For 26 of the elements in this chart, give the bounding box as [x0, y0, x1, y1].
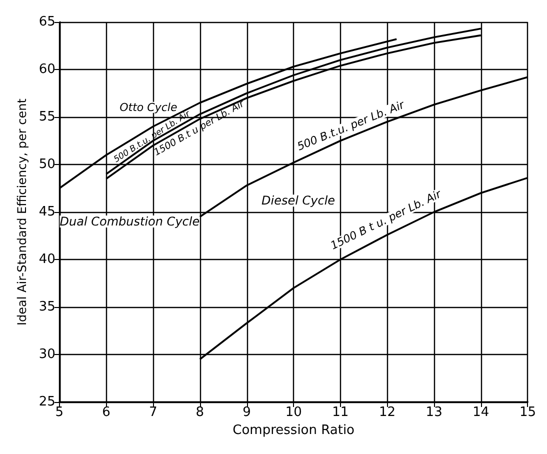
annotation: Dual Combustion Cycle: [60, 214, 200, 228]
text: 500 B.t.u. per Lb. Air: [295, 98, 408, 154]
x-tick-label: 12: [378, 405, 396, 420]
x-tick-label: 10: [285, 405, 302, 420]
x-tick-label: 14: [472, 405, 490, 420]
y-tick-label: 45: [38, 204, 56, 220]
x-tick-label: 11: [332, 405, 349, 420]
y-tick-label: 65: [38, 14, 56, 30]
y-tick-label: 60: [38, 62, 56, 77]
annotation: Diesel Cycle: [261, 194, 336, 208]
y-tick-label: 35: [38, 300, 56, 314]
x-tick-label: 15: [519, 405, 536, 420]
y-tick-label: 25: [38, 394, 56, 410]
x-tick-label: 9: [242, 405, 251, 420]
x-axis-title: Compression Ratio: [232, 423, 355, 438]
y-axis-title: Ideal Air-Standard Efficiency, per cent: [15, 98, 29, 326]
y-tick-label: 30: [38, 347, 56, 362]
x-tick-label: 13: [426, 405, 442, 420]
y-tick-label: 40: [38, 252, 56, 267]
y-tick-label: 50: [38, 157, 56, 172]
x-tick-label: 5: [55, 405, 64, 420]
x-tick-label: 6: [102, 405, 110, 420]
series-label: Otto Cycle: [120, 100, 178, 114]
x-tick-label: 8: [196, 405, 204, 420]
y-tick-label: 55: [38, 110, 56, 124]
x-tick-label: 7: [148, 405, 158, 420]
